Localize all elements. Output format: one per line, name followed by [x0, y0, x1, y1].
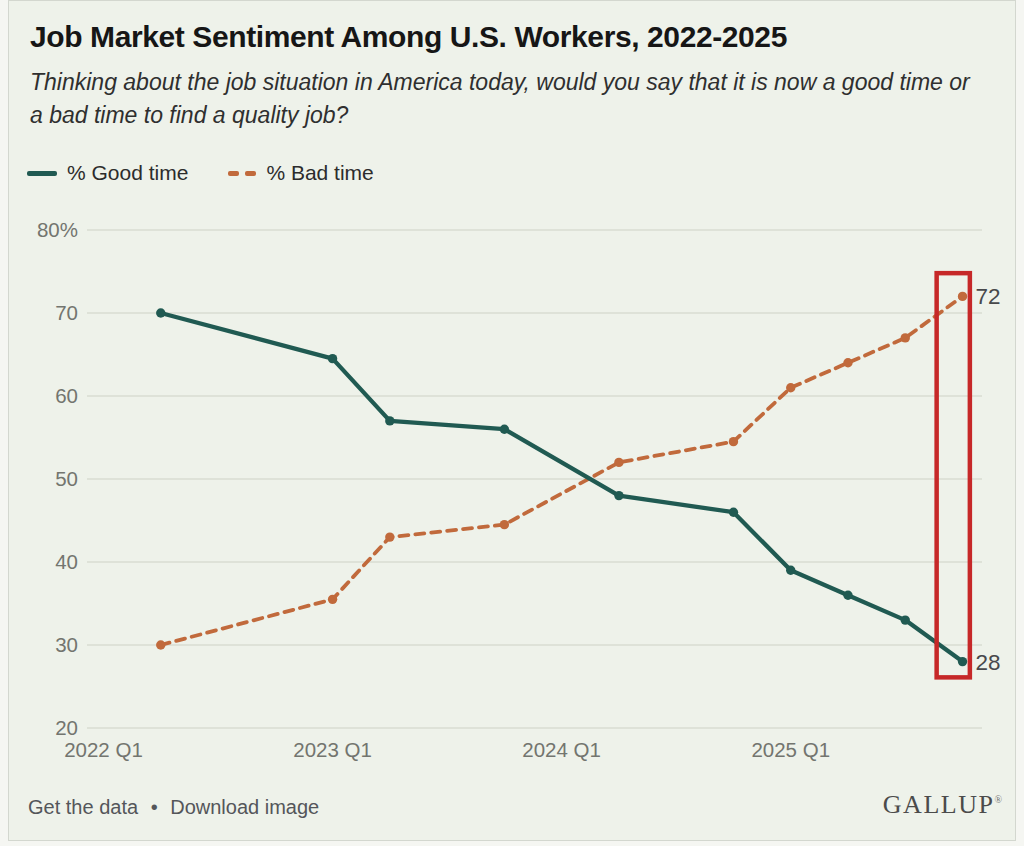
bad-time-point: [328, 595, 337, 604]
y-tick-label: 20: [55, 716, 78, 739]
good-time-point: [843, 591, 852, 600]
good-time-point: [500, 425, 509, 434]
good-time-point: [328, 354, 337, 363]
registered-mark: ®: [994, 794, 1002, 805]
y-tick-label: 60: [55, 384, 78, 407]
x-tick-label: 2025 Q1: [751, 738, 830, 761]
download-image-link[interactable]: Download image: [170, 796, 319, 818]
y-tick-label: 80%: [37, 218, 78, 241]
end-label-good-time: 28: [976, 650, 1001, 675]
footer-links: Get the data • Download image: [28, 796, 319, 819]
bad-time-point: [500, 520, 509, 529]
good-time-point: [156, 308, 165, 317]
good-time-point: [729, 508, 738, 517]
bad-time-point: [385, 532, 394, 541]
bad-time-point: [843, 358, 852, 367]
y-tick-label: 50: [55, 467, 78, 490]
good-time-point: [385, 416, 394, 425]
good-time-point: [901, 615, 910, 624]
gallup-logo: GALLUP®: [883, 790, 1002, 820]
x-tick-label: 2023 Q1: [293, 738, 372, 761]
footer-separator: •: [151, 796, 158, 818]
end-label-bad-time: 72: [976, 284, 1001, 309]
bad-time-point: [786, 383, 795, 392]
y-tick-label: 30: [55, 633, 78, 656]
bad-time-point: [729, 437, 738, 446]
trend-chart: 80% 70 60 50 40 30 202022 Q1 2023 Q1 2024 Q1 2025…: [0, 0, 1024, 846]
good-time-point: [786, 566, 795, 575]
y-tick-label: 40: [55, 550, 78, 573]
get-the-data-link[interactable]: Get the data: [28, 796, 138, 818]
bad-time-point: [958, 292, 967, 301]
bad-time-point: [156, 640, 165, 649]
good-time-point: [614, 491, 623, 500]
bad-time-point: [901, 333, 910, 342]
gallup-chart-image: Job Market Sentiment Among U.S. Workers,…: [0, 0, 1024, 846]
x-tick-label: 2022 Q1: [64, 738, 143, 761]
good-time-point: [958, 657, 967, 666]
x-tick-label: 2024 Q1: [522, 738, 601, 761]
bad-time-point: [614, 458, 623, 467]
y-tick-label: 70: [55, 301, 78, 324]
highlight-box: [937, 273, 970, 677]
